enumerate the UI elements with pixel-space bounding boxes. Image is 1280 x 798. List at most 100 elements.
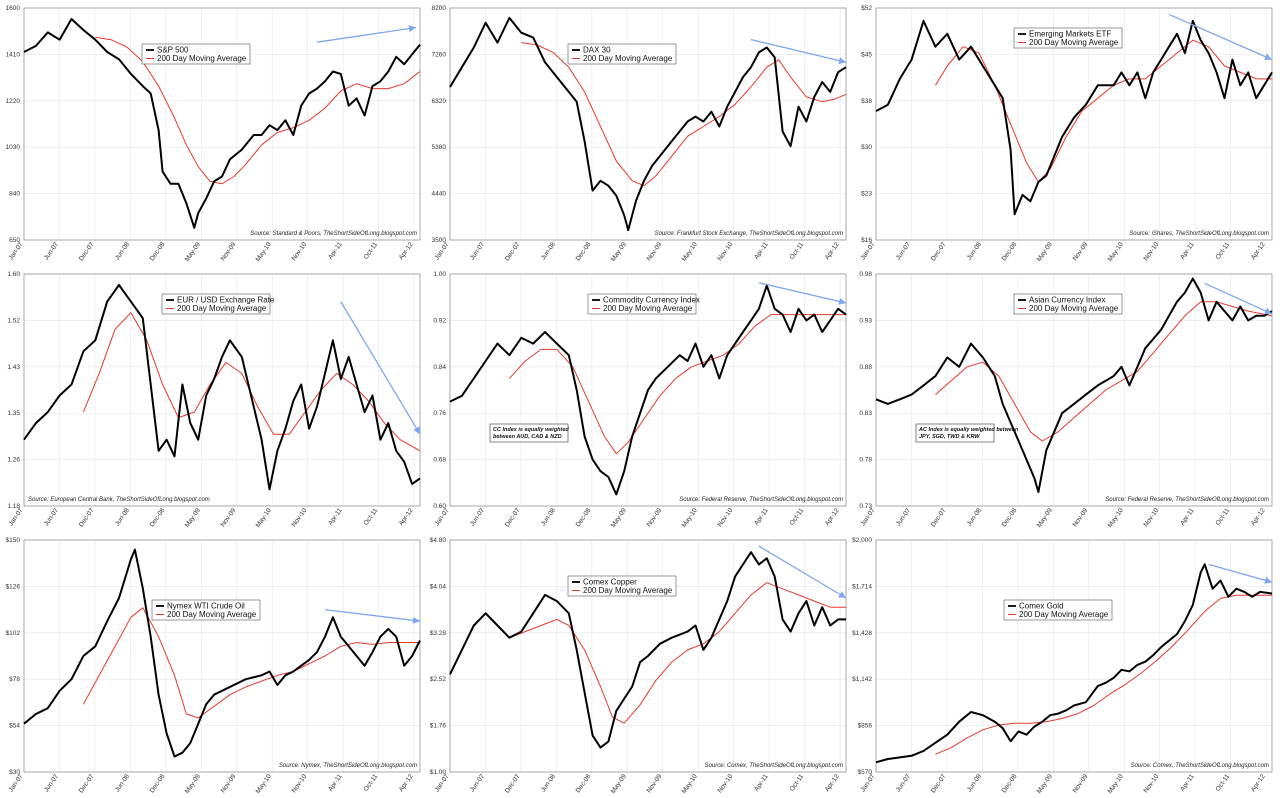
legend-ma-label: 200 Day Moving Average <box>583 54 673 63</box>
x-tick-label: Apr-12 <box>1250 241 1267 261</box>
x-tick-label: Dec-08 <box>575 241 593 262</box>
x-tick-label: Nov-10 <box>291 507 309 528</box>
x-tick-label: Dec-07 <box>930 773 948 794</box>
x-tick-label: Apr-12 <box>824 241 841 261</box>
x-tick-label: May-09 <box>610 241 628 263</box>
legend-price-label: Nymex WTI Crude Oil <box>167 602 245 611</box>
trend-arrow-head <box>413 426 420 435</box>
y-tick-label: 0.92 <box>433 317 446 324</box>
x-tick-label: Apr-11 <box>327 773 344 793</box>
x-tick-label: Dec-08 <box>575 507 593 528</box>
y-tick-label: $52 <box>861 5 872 12</box>
x-tick-label: Nov-10 <box>291 773 309 794</box>
x-tick-label: Oct-11 <box>789 241 806 261</box>
y-tick-label: $23 <box>861 191 872 198</box>
trend-arrow-line <box>1208 563 1273 583</box>
y-tick-label: 0.98 <box>859 271 872 278</box>
y-tick-label: $45 <box>861 51 872 58</box>
note-box <box>915 423 995 443</box>
x-tick-label: Nov-09 <box>220 507 238 528</box>
x-tick-label: Jun-08 <box>540 507 557 528</box>
x-tick-label: Nov-10 <box>1143 241 1161 262</box>
trend-arrow-line <box>750 38 847 63</box>
y-tick-label: $16 <box>861 237 872 244</box>
x-tick-label: May-09 <box>184 773 202 795</box>
legend-price-label: Asian Currency Index <box>1029 296 1105 305</box>
legend-ma-label: 200 Day Moving Average <box>1029 38 1119 47</box>
x-tick-label: Nov-09 <box>1072 507 1090 528</box>
x-tick-label: Jun-07 <box>895 241 912 262</box>
note-text: AC Index is equally weighted between <box>918 427 1019 433</box>
y-tick-label: $4.80 <box>430 537 447 544</box>
legend-price-label: Comex Gold <box>1019 602 1063 611</box>
x-tick-label: Dec-07 <box>504 773 522 794</box>
y-tick-label: $3.28 <box>430 630 447 637</box>
legend-ma-label: 200 Day Moving Average <box>583 586 673 595</box>
x-tick-label: Dec-07 <box>930 507 948 528</box>
legend-box <box>1013 27 1123 49</box>
x-tick-label: Jun-07 <box>469 773 486 794</box>
x-tick-label: Jun-08 <box>114 773 131 794</box>
x-tick-label: Nov-10 <box>717 241 735 262</box>
y-tick-label: $30 <box>861 144 872 151</box>
legend-ma-label: 200 Day Moving Average <box>157 54 247 63</box>
y-tick-label: 0.60 <box>433 503 446 510</box>
x-tick-label: May-09 <box>184 241 202 263</box>
y-tick-label: $78 <box>9 676 20 683</box>
series-price-line <box>449 551 846 749</box>
x-tick-label: May-10 <box>255 773 273 795</box>
legend-box <box>567 43 677 65</box>
y-tick-label: 1220 <box>6 98 21 105</box>
x-tick-label: Apr-11 <box>327 507 344 527</box>
trend-arrow-line <box>340 301 421 435</box>
x-tick-label: Oct-11 <box>363 241 380 261</box>
x-tick-label: Apr-11 <box>753 773 770 793</box>
note-box <box>489 423 569 443</box>
y-tick-label: $1.76 <box>430 723 447 730</box>
y-tick-label: $1.00 <box>430 769 447 776</box>
legend-ma-label: 200 Day Moving Average <box>177 304 267 313</box>
plot-frame <box>23 539 421 773</box>
legend-box <box>567 575 677 597</box>
x-tick-label: May-09 <box>184 507 202 529</box>
series-ma-line <box>509 582 846 724</box>
y-tick-label: $102 <box>6 630 21 637</box>
series-ma-line <box>95 36 421 185</box>
legend-price-label: Emerging Markets ETF <box>1029 30 1111 39</box>
x-tick-label: May-10 <box>1107 241 1125 263</box>
y-tick-label: 0.88 <box>859 364 872 371</box>
y-tick-label: 840 <box>9 191 20 198</box>
y-tick-label: 7260 <box>432 51 447 58</box>
x-tick-label: Jun-07 <box>43 241 60 262</box>
series-ma-line <box>934 39 1272 183</box>
y-tick-label: $1,428 <box>852 630 872 637</box>
legend-price-label: S&P 500 <box>157 46 189 55</box>
plot-frame <box>449 7 847 241</box>
x-tick-label: Oct-11 <box>789 507 806 527</box>
x-tick-label: Dec-08 <box>1001 507 1019 528</box>
x-tick-label: Jun-08 <box>966 241 983 262</box>
x-tick-label: Dec-08 <box>1001 773 1019 794</box>
y-tick-label: 0.84 <box>433 364 446 371</box>
legend-ma-label: 200 Day Moving Average <box>603 304 693 313</box>
y-tick-label: $1,142 <box>852 676 872 683</box>
plot-frame <box>23 7 421 241</box>
x-tick-label: Jun-07 <box>43 773 60 794</box>
trend-arrow-head <box>412 616 420 624</box>
x-tick-label: May-10 <box>255 507 273 529</box>
legend-price-label: Comex Copper <box>583 578 637 587</box>
plot-frame <box>449 539 847 773</box>
x-tick-label: May-10 <box>1107 507 1125 529</box>
x-tick-label: Nov-10 <box>291 241 309 262</box>
note-text: between AUD, CAD & NZD <box>493 434 562 440</box>
trend-arrow-line <box>324 608 421 622</box>
